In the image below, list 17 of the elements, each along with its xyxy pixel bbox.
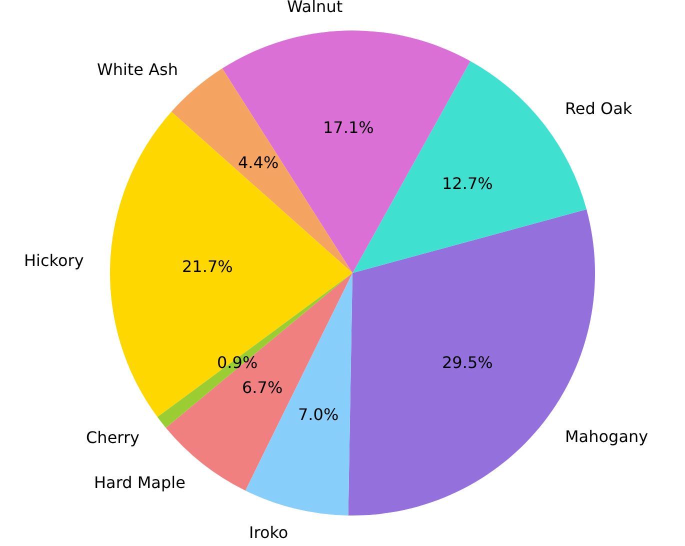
slice-label: White Ash (97, 60, 178, 79)
slice-label: Iroko (249, 523, 288, 542)
data-label: 7.0% (298, 405, 339, 424)
slice-label: Mahogany (565, 427, 648, 446)
data-label: 29.5% (442, 353, 493, 372)
data-label: 0.9% (217, 353, 258, 372)
data-label: 4.4% (238, 153, 279, 172)
slice-label: Cherry (86, 428, 140, 447)
data-label: 6.7% (242, 378, 283, 397)
slice-label: Hickory (24, 251, 84, 270)
pie-slice (157, 273, 352, 428)
data-label: 12.7% (442, 174, 493, 193)
slice-label: Hard Maple (94, 473, 186, 492)
slice-label: Red Oak (565, 99, 633, 118)
data-label: 17.1% (323, 118, 374, 137)
slice-label: Walnut (287, 0, 343, 16)
data-label: 21.7% (182, 257, 233, 276)
